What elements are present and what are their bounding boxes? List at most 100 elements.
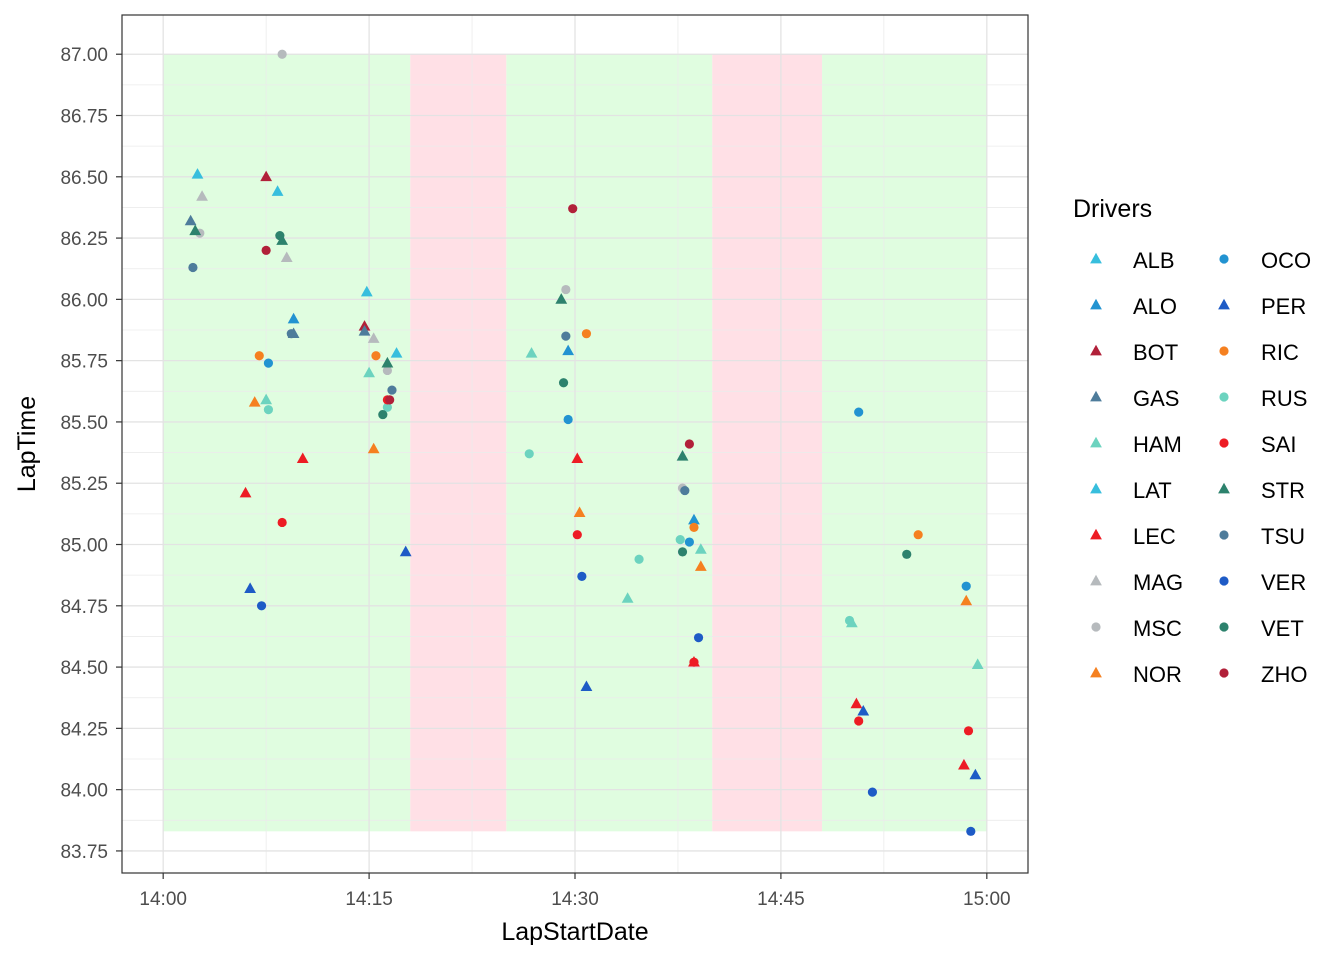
point-ham (525, 347, 538, 358)
point-gas (358, 325, 371, 336)
legend-label-lec: LEC (1133, 524, 1176, 549)
legend-item-nor: NOR (1090, 662, 1182, 687)
point-lec (958, 758, 970, 770)
point-str (555, 293, 568, 304)
legend-key-per (1218, 298, 1230, 310)
legend-item-ric: RIC (1219, 340, 1299, 365)
legend-item-bot: BOT (1090, 340, 1178, 365)
legend-item-lec: LEC (1090, 524, 1176, 549)
point-tsu (561, 331, 571, 341)
legend-key-ric (1219, 346, 1229, 356)
point-lat (271, 185, 284, 196)
legend-label-bot: BOT (1133, 340, 1178, 365)
point-rus (263, 405, 274, 415)
x-tick-label: 14:45 (757, 889, 805, 910)
legend-label-alb: ALB (1133, 248, 1175, 273)
legend-item-rus: RUS (1219, 386, 1307, 411)
legend: Drivers ALB ALO BOT GAS HAM LAT LEC MAG MSC NOR OC… (1073, 195, 1311, 687)
x-tick-label: 14:15 (345, 889, 393, 910)
point-ham (694, 543, 707, 554)
legend-key-zho (1219, 668, 1229, 678)
point-sai (963, 726, 974, 736)
status-band-green (822, 54, 987, 832)
point-ver (256, 601, 267, 611)
data-points (184, 49, 984, 836)
legend-label-ver: VER (1261, 570, 1306, 595)
point-tsu (286, 329, 296, 339)
legend-key-str (1218, 482, 1230, 494)
point-ric (581, 329, 592, 339)
legend-key-sai (1219, 438, 1229, 448)
x-axis-title: LapStartDate (501, 918, 648, 946)
point-rus (524, 449, 534, 459)
legend-label-str: STR (1261, 478, 1305, 503)
point-alb (390, 347, 403, 358)
point-lec (571, 452, 584, 464)
point-gas (184, 214, 197, 226)
legend-key-lat (1090, 482, 1102, 494)
point-nor (694, 560, 707, 571)
status-band-green (506, 54, 713, 832)
y-tick-label: 84.00 (60, 781, 108, 802)
legend-key-lec (1090, 528, 1102, 540)
point-ric (371, 351, 381, 361)
point-rus (382, 402, 392, 412)
point-nor (248, 396, 261, 407)
point-lec (239, 486, 252, 498)
point-bot (260, 170, 273, 182)
legend-item-alb: ALB (1090, 248, 1175, 273)
legend-item-per: PER (1218, 294, 1306, 319)
point-zho (385, 395, 395, 405)
legend-label-tsu: TSU (1261, 524, 1305, 549)
legend-label-rus: RUS (1261, 386, 1307, 411)
point-oco (563, 414, 573, 425)
point-rus (844, 615, 855, 626)
legend-key-ham (1090, 436, 1102, 448)
y-tick-label: 85.50 (60, 413, 108, 434)
point-ver (577, 571, 587, 581)
point-lat (360, 285, 373, 297)
point-rus (675, 535, 685, 545)
point-alo (562, 344, 575, 356)
y-tick-label: 87.00 (60, 45, 108, 66)
grid-lines (122, 15, 1028, 873)
point-lec (296, 452, 309, 464)
legend-label-ric: RIC (1261, 340, 1299, 365)
point-per (399, 545, 412, 557)
point-rus (634, 554, 644, 564)
legend-item-sai: SAI (1219, 432, 1296, 457)
point-oco (684, 537, 694, 547)
point-ric (913, 530, 923, 540)
point-str (381, 356, 394, 368)
legend-item-zho: ZHO (1219, 662, 1307, 687)
legend-key-rus (1219, 392, 1229, 402)
legend-item-oco: OCO (1219, 248, 1311, 273)
point-sai (689, 657, 699, 667)
point-ham (621, 592, 634, 603)
legend-key-gas (1090, 390, 1102, 402)
legend-label-zho: ZHO (1261, 662, 1307, 687)
point-per (580, 680, 593, 692)
y-tick-label: 85.25 (60, 474, 108, 495)
y-tick-label: 85.00 (60, 536, 108, 557)
legend-label-gas: GAS (1133, 386, 1179, 411)
point-nor (367, 442, 380, 454)
point-ver (966, 826, 976, 836)
point-alo (287, 312, 300, 324)
legend-item-mag: MAG (1090, 570, 1183, 595)
point-tsu (387, 385, 397, 395)
y-tick-label: 84.25 (60, 719, 108, 740)
status-band-red (712, 54, 823, 832)
x-tick-label: 14:00 (139, 889, 187, 910)
x-tick-label: 15:00 (963, 889, 1011, 910)
legend-key-alb (1090, 252, 1102, 264)
point-per (244, 582, 257, 593)
legend-item-msc: MSC (1091, 616, 1182, 641)
point-vet (902, 549, 912, 559)
y-tick-label: 86.25 (60, 229, 108, 250)
legend-label-nor: NOR (1133, 662, 1182, 687)
point-zho (684, 439, 694, 449)
point-vet (677, 547, 688, 557)
point-str (676, 450, 689, 461)
